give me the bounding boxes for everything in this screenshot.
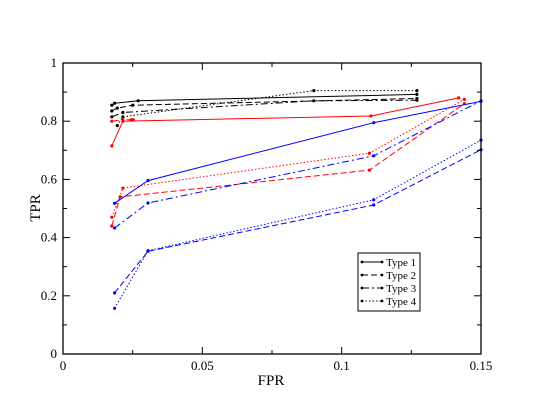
series-10-point-0 (113, 226, 117, 230)
legend-label-1: Type 2 (386, 270, 416, 282)
series-line-5 (111, 103, 465, 227)
series-8-point-1 (146, 179, 150, 183)
series-2-point-0 (110, 115, 114, 119)
series-4-point-2 (369, 114, 373, 118)
y-tick-label-5: 1 (51, 55, 58, 70)
series-3-point-0 (115, 124, 119, 128)
series-0-point-0 (110, 103, 114, 107)
series-line-1 (111, 98, 417, 112)
series-1-point-1 (115, 106, 119, 110)
y-tick-label-0: 0 (51, 346, 58, 361)
series-2-point-2 (312, 99, 316, 103)
legend-label-2: Type 3 (386, 283, 417, 295)
series-6-point-0 (110, 119, 114, 123)
series-0-point-1 (113, 101, 117, 105)
legend-marker-end-1 (380, 273, 384, 277)
series-line-2 (111, 99, 417, 118)
series-line-9 (114, 149, 482, 294)
series-7-point-2 (367, 151, 372, 155)
legend-box (357, 252, 421, 312)
series-4-point-0 (110, 144, 114, 148)
legend-marker-end-2 (380, 286, 384, 290)
series-7-point-0 (110, 215, 114, 219)
series-5-point-2 (367, 168, 372, 172)
series-line-7 (111, 98, 465, 218)
x-axis-label: FPR (258, 373, 285, 389)
series-3-point-3 (415, 89, 419, 93)
series-line-4 (111, 97, 459, 147)
x-tick-label-3: 0.15 (470, 358, 493, 373)
y-tick-label-3: 0.6 (41, 171, 58, 186)
series-6-point-3 (131, 118, 135, 122)
legend-marker-start-0 (360, 260, 364, 264)
series-group (110, 89, 483, 310)
series-7-point-1 (121, 186, 125, 190)
series-2-point-3 (415, 98, 419, 102)
legend-marker-start-1 (360, 273, 364, 277)
series-10-point-1 (146, 201, 150, 205)
legend-marker-end-3 (380, 299, 384, 303)
series-9-point-0 (113, 291, 117, 295)
series-11-point-2 (372, 198, 376, 202)
series-8-point-2 (372, 121, 376, 125)
y-tick-label-1: 0.2 (41, 288, 57, 303)
series-11-point-1 (146, 249, 150, 253)
series-2-point-1 (121, 110, 125, 115)
legend-label-3: Type 4 (386, 296, 417, 308)
x-tick-label-1: 0.05 (191, 358, 214, 373)
legend-label-0: Type 1 (386, 257, 416, 269)
series-0-point-2 (136, 99, 140, 103)
axis-ticks: 0 0.05 0.1 0.15 0 0.2 0.4 0.6 0.8 1 (41, 55, 493, 373)
series-line-11 (114, 139, 482, 309)
series-5-point-0 (110, 224, 114, 228)
legend-marker-start-2 (360, 286, 364, 290)
series-line-8 (114, 100, 482, 204)
series-1-point-0 (110, 109, 114, 113)
series-8-point-0 (113, 201, 117, 205)
series-5-point-1 (118, 195, 122, 199)
legend-marker-end-0 (380, 260, 384, 264)
legend-marker-start-3 (360, 299, 364, 303)
series-1-point-2 (131, 103, 135, 107)
series-4-point-3 (457, 96, 461, 100)
x-tick-label-0: 0 (60, 358, 67, 373)
y-tick-label-4: 0.8 (41, 113, 57, 128)
series-6-point-1 (121, 118, 125, 122)
series-3-point-2 (312, 89, 316, 93)
x-tick-label-2: 0.1 (334, 358, 350, 373)
series-11-point-0 (113, 306, 117, 310)
series-line-10 (114, 100, 482, 229)
series-0-point-3 (415, 92, 419, 96)
series-3-point-1 (121, 115, 125, 119)
series-7-point-3 (462, 97, 466, 101)
y-tick-label-2: 0.4 (41, 230, 58, 245)
y-axis-label: TPR (28, 194, 44, 222)
series-10-point-2 (372, 154, 376, 158)
series-line-0 (111, 93, 417, 106)
series-9-point-2 (372, 203, 376, 207)
